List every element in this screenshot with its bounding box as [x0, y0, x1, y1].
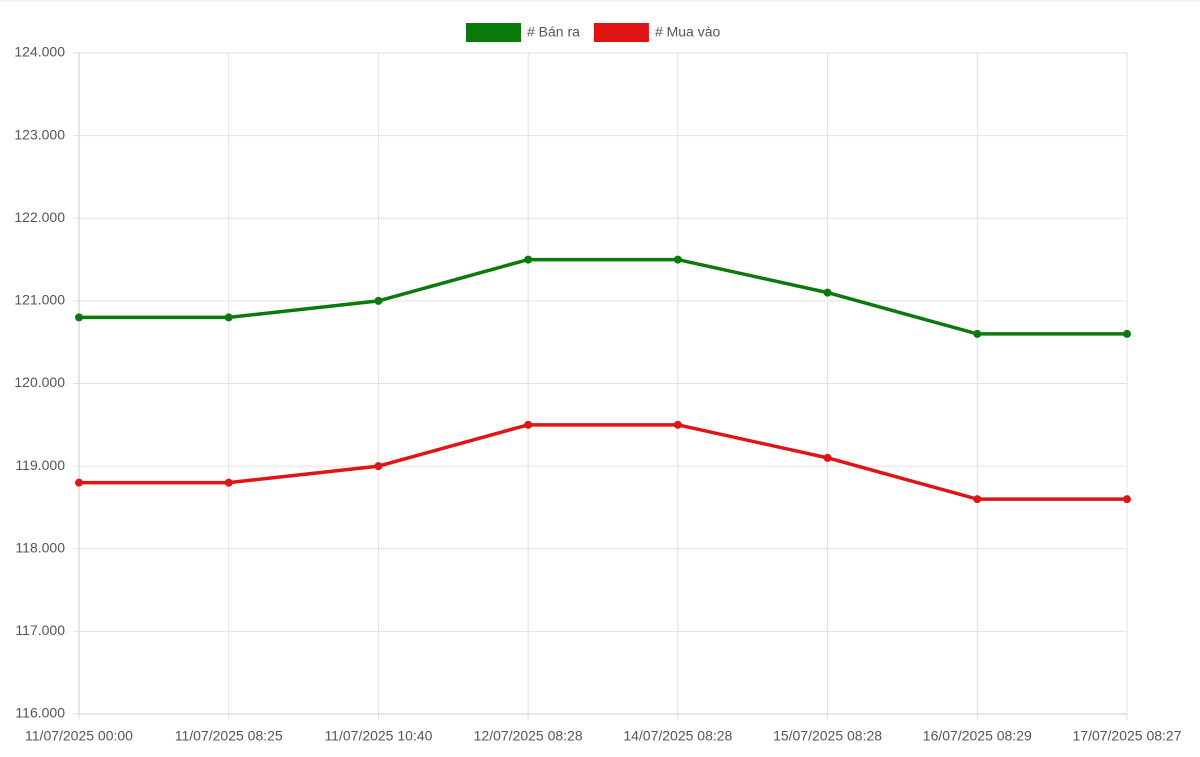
legend-label: # Bán ra	[527, 24, 580, 40]
point	[973, 329, 982, 338]
point	[224, 478, 233, 487]
y-tick-label: 123.000	[14, 126, 65, 142]
x-tick-label: 16/07/2025 08:29	[923, 728, 1032, 744]
series-line	[79, 423, 1127, 501]
y-tick-label: 117.000	[15, 622, 65, 638]
legend-swatch	[593, 23, 649, 42]
series-line	[79, 257, 1127, 336]
y-tick-label: 119.000	[15, 457, 65, 473]
y-tick-label: 118.000	[15, 539, 65, 555]
point	[75, 313, 83, 322]
point	[973, 495, 982, 504]
point	[823, 288, 832, 297]
point	[524, 255, 533, 264]
x-tick-label: 14/07/2025 08:28	[623, 728, 732, 744]
legend-label: # Mua vào	[655, 24, 721, 40]
y-tick-label: 120.000	[14, 374, 65, 390]
point	[374, 462, 383, 471]
point	[75, 478, 83, 487]
point	[224, 313, 233, 322]
x-tick-label: 11/07/2025 00:00	[25, 728, 133, 744]
point	[1123, 495, 1131, 504]
y-tick-label: 121.000	[14, 292, 65, 308]
x-tick-label: 12/07/2025 08:28	[474, 728, 583, 744]
legend-swatch	[466, 23, 521, 42]
x-tick-label: 17/07/2025 08:27	[1073, 728, 1182, 744]
x-tick-label: 11/07/2025 10:40	[324, 728, 432, 744]
point	[1123, 329, 1131, 338]
y-tick-label: 122.000	[14, 209, 65, 225]
point	[673, 255, 682, 264]
y-tick-label: 124.000	[14, 44, 65, 60]
x-tick-label: 15/07/2025 08:28	[773, 728, 882, 744]
point	[374, 296, 383, 305]
point	[673, 420, 682, 429]
point	[823, 453, 832, 462]
y-tick-label: 116.000	[15, 705, 65, 721]
x-tick-label: 11/07/2025 08:25	[175, 728, 283, 744]
point	[524, 420, 533, 429]
